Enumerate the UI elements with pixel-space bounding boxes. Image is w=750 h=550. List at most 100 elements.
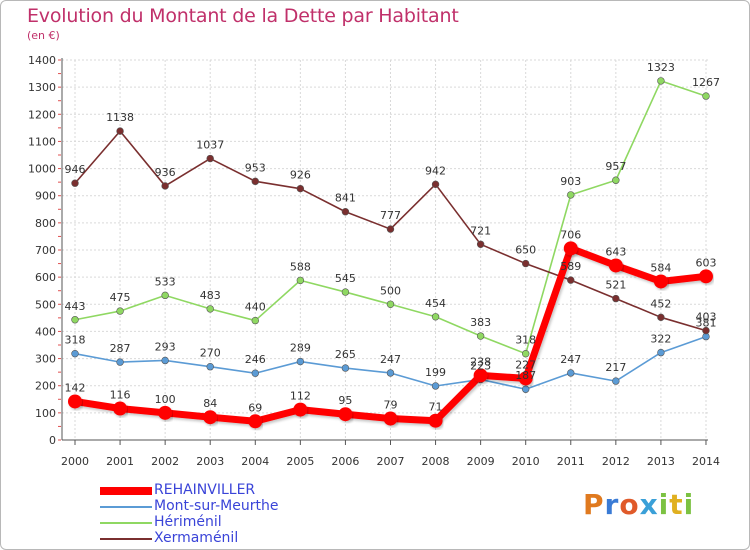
data-label-Xermaménil: 1037 — [196, 139, 224, 152]
data-label-REHAINVILLER: 142 — [65, 381, 86, 394]
legend-item: Mont-sur-Meurthe — [100, 498, 320, 515]
data-label-Hériménil: 957 — [605, 160, 626, 173]
data-point-Mont-sur-Meurthe — [612, 377, 620, 385]
data-point-Mont-sur-Meurthe — [116, 358, 124, 366]
data-point-REHAINVILLER — [68, 394, 82, 409]
data-label-Hériménil: 500 — [380, 284, 401, 297]
data-label-REHAINVILLER: 706 — [560, 228, 581, 241]
data-label-Hériménil: 383 — [470, 316, 491, 329]
data-point-Xermaménil — [657, 313, 665, 322]
x-tick-label: 2007 — [376, 455, 404, 468]
y-tick-label: 1300 — [28, 81, 56, 94]
data-label-REHAINVILLER: 112 — [290, 390, 311, 403]
axes: 0 100 200 300 400 500 600 700 800 900 1000 1100 1200… — [28, 54, 720, 468]
x-tick-label: 2006 — [331, 455, 359, 468]
data-point-Mont-sur-Meurthe — [71, 349, 79, 358]
data-label-Xermaménil: 721 — [470, 224, 491, 237]
data-point-Mont-sur-Meurthe — [657, 348, 665, 357]
y-tick-label: 0 — [49, 434, 56, 447]
data-label-Mont-sur-Meurthe: 265 — [335, 348, 356, 361]
y-tick-label: 700 — [35, 244, 56, 257]
logo-letter: o — [619, 488, 640, 521]
data-label-Xermaménil: 521 — [605, 279, 626, 292]
data-point-REHAINVILLER — [158, 405, 173, 420]
logo-letter: t — [669, 488, 684, 521]
y-tick-label: 1400 — [28, 54, 56, 67]
data-point-Xermaménil — [116, 127, 124, 135]
data-label-Mont-sur-Meurthe: 246 — [245, 353, 266, 366]
x-tick-label: 2003 — [196, 455, 224, 468]
data-label-Xermaménil: 777 — [380, 209, 401, 222]
data-point-REHAINVILLER — [248, 414, 263, 429]
data-label-Mont-sur-Meurthe: 199 — [425, 366, 446, 379]
x-tick-label: 2004 — [241, 455, 269, 468]
data-label-Hériménil: 440 — [245, 301, 266, 314]
data-point-REHAINVILLER — [608, 258, 623, 273]
data-point-Mont-sur-Meurthe — [521, 385, 530, 393]
data-point-Hériménil — [567, 191, 575, 199]
data-label-Mont-sur-Meurthe: 287 — [110, 342, 131, 355]
data-point-Xermaménil — [612, 294, 620, 303]
data-point-REHAINVILLER — [113, 401, 128, 416]
data-point-REHAINVILLER — [338, 407, 353, 422]
data-point-REHAINVILLER — [293, 402, 308, 417]
data-label-REHAINVILLER: 100 — [155, 393, 176, 406]
data-label-Hériménil: 533 — [155, 275, 176, 288]
y-tick-label: 1100 — [28, 135, 56, 148]
legend-swatch — [100, 506, 152, 508]
data-label-Mont-sur-Meurthe: 247 — [380, 353, 401, 366]
y-tick-label: 800 — [35, 217, 56, 230]
y-tick-label: 600 — [35, 271, 56, 284]
data-point-Hériménil — [612, 176, 620, 184]
data-label-Xermaménil: 926 — [290, 169, 311, 182]
data-point-Xermaménil — [476, 240, 485, 249]
legend-swatch — [100, 538, 152, 540]
x-tick-label: 2014 — [692, 455, 720, 468]
data-point-Mont-sur-Meurthe — [567, 369, 575, 377]
data-point-Xermaménil — [296, 184, 305, 193]
data-point-Mont-sur-Meurthe — [206, 363, 214, 371]
x-tick-label: 2009 — [467, 455, 495, 468]
data-label-Xermaménil: 1138 — [106, 111, 134, 124]
data-point-REHAINVILLER — [203, 410, 218, 425]
legend-item: Hériménil — [100, 514, 320, 531]
data-label-Xermaménil: 953 — [245, 161, 266, 174]
logo-letter: i — [683, 488, 695, 521]
legend-label: Mont-sur-Meurthe — [154, 498, 279, 514]
data-label-Mont-sur-Meurthe: 322 — [650, 333, 671, 346]
data-label-Mont-sur-Meurthe: 381 — [695, 317, 716, 330]
data-label-Hériménil: 903 — [560, 175, 581, 188]
data-point-Hériménil — [296, 276, 305, 285]
data-label-Hériménil: 545 — [335, 272, 356, 285]
logo-letter: x — [639, 488, 659, 521]
data-point-REHAINVILLER — [563, 241, 578, 256]
data-label-Xermaménil: 452 — [650, 297, 671, 310]
x-tick-label: 2000 — [61, 455, 89, 468]
data-point-Xermaménil — [161, 182, 169, 190]
data-point-Xermaménil — [251, 177, 259, 186]
data-point-Hériménil — [431, 313, 440, 321]
y-tick-label: 200 — [35, 380, 56, 393]
data-label-Xermaménil: 589 — [560, 260, 581, 273]
data-point-Mont-sur-Meurthe — [341, 364, 350, 372]
data-label-Hériménil: 1323 — [647, 61, 675, 74]
data-point-Xermaménil — [431, 180, 440, 189]
legend-item: Xermaménil — [100, 530, 320, 547]
y-tick-label: 300 — [35, 353, 56, 366]
data-point-Hériménil — [702, 92, 710, 100]
x-tick-label: 2002 — [151, 455, 179, 468]
data-point-Hériménil — [161, 291, 169, 300]
data-label-Mont-sur-Meurthe: 318 — [65, 334, 86, 347]
y-tick-label: 400 — [35, 325, 56, 338]
legend-swatch — [100, 487, 152, 495]
data-point-Hériménil — [71, 316, 79, 324]
y-tick-label: 900 — [35, 190, 56, 203]
data-point-REHAINVILLER — [698, 269, 713, 284]
y-tick-label: 100 — [35, 407, 56, 420]
data-point-Hériménil — [251, 316, 259, 325]
data-label-REHAINVILLER: 238 — [470, 355, 491, 368]
data-label-Hériménil: 483 — [200, 289, 221, 302]
proxiti-logo: Proxiti — [583, 488, 694, 521]
data-label-REHAINVILLER: 84 — [203, 397, 217, 410]
